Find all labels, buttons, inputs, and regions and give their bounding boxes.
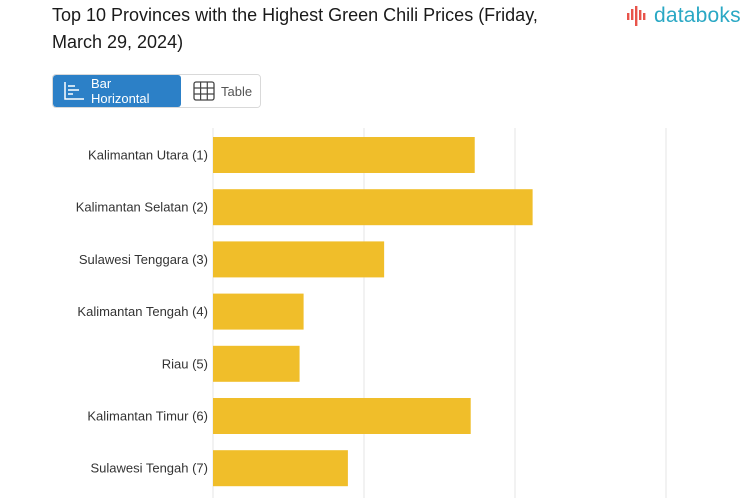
category-label: Kalimantan Tengah (4): [77, 304, 208, 319]
bar[interactable]: [213, 189, 533, 226]
bar[interactable]: [213, 450, 348, 487]
bar[interactable]: [213, 345, 300, 382]
category-label: Riau (5): [162, 356, 208, 371]
tab-table-label: Table: [221, 83, 253, 99]
brand-logo[interactable]: databoks: [626, 3, 741, 29]
category-label: Sulawesi Tenggara (3): [79, 252, 208, 267]
bar-chart: Kalimantan Utara (1) Kalimantan Selatan (…: [76, 128, 667, 498]
category-label: Sulawesi Tengah (7): [90, 461, 208, 476]
bar-chart-icon: [63, 81, 85, 101]
brand-name: databoks: [654, 4, 741, 27]
tab-table[interactable]: Table: [181, 75, 260, 107]
view-switcher: Bar Horizontal Table: [52, 74, 261, 108]
table-grid-icon: [193, 81, 215, 101]
category-label: Kalimantan Timur (6): [87, 409, 208, 424]
tab-bar-horizontal-label: Bar Horizontal: [91, 76, 150, 106]
bar[interactable]: [213, 293, 304, 330]
tab-bar-horizontal[interactable]: Bar Horizontal: [53, 75, 181, 107]
bar[interactable]: [213, 398, 471, 434]
bars: [213, 137, 533, 487]
category-label: Kalimantan Selatan (2): [76, 200, 208, 215]
category-label: Kalimantan Utara (1): [88, 148, 208, 163]
category-labels: Kalimantan Utara (1) Kalimantan Selatan (…: [76, 148, 208, 476]
page-title: Top 10 Provinces with the Highest Green …: [52, 5, 538, 52]
bar[interactable]: [213, 241, 385, 278]
databoks-logo-icon: [626, 4, 650, 28]
bar[interactable]: [213, 137, 475, 173]
